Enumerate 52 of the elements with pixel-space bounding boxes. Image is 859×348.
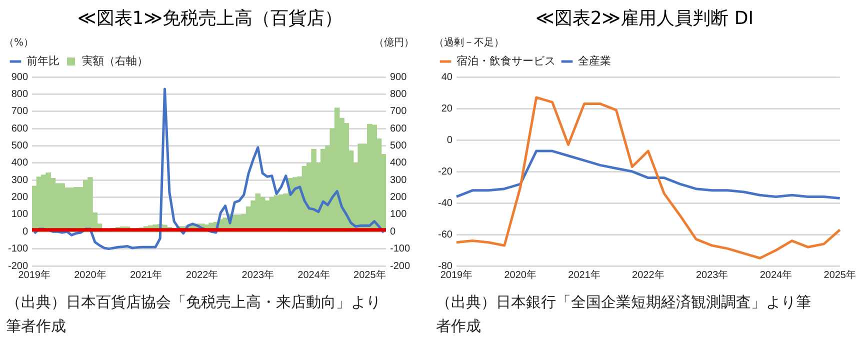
x-tick-label: 2024年 [760,268,792,281]
y-tick-label: 600 [11,123,28,134]
y2-tick-label: 900 [390,72,408,83]
y2-tick-label: 0 [390,226,396,238]
y2-tick-label: 300 [390,174,408,186]
legend-label: 全産業 [578,54,611,68]
y-axis-title: （%） [4,38,34,49]
y-tick-label: 500 [11,140,28,152]
y-tick-label: 200 [11,192,28,204]
x-tick-label: 2025年 [354,268,386,281]
chart-title: ≪図表2≫雇用人員判断 DI [534,7,755,30]
y2-tick-label: 600 [390,123,408,134]
y-tick-label: 900 [11,72,28,83]
legend-label: 実額（右軸） [82,54,148,68]
y2-tick-label: 500 [390,140,408,152]
y-tick-label: 0 [446,134,453,146]
x-tick-label: 2020年 [74,268,106,281]
legend-label: 宿泊・飲食サービス [456,54,556,68]
y2-tick-label: 400 [390,158,408,169]
y-tick-label: 0 [22,226,28,238]
x-tick-label: 2022年 [186,268,218,281]
y-tick-label: 20 [441,103,453,114]
y2-tick-label: 200 [390,192,408,204]
y-tick-label: -40 [438,198,453,209]
x-tick-label: 2021年 [130,268,162,281]
y-tick-label: 800 [11,88,28,100]
y-tick-label: -20 [438,166,453,178]
y2-axis-title: （億円） [374,36,414,49]
x-tick-label: 2024年 [298,268,330,281]
y2-tick-label: -200 [390,260,410,272]
x-tick-label: 2023年 [696,268,728,281]
y-tick-label: 700 [11,106,28,118]
x-tick-label: 2023年 [242,268,274,281]
legend-label: 前年比 [26,54,60,68]
y2-tick-label: -100 [390,244,410,255]
y-tick-label: 100 [11,209,28,220]
x-tick-label: 2020年 [504,268,536,281]
x-tick-label: 2021年 [568,268,600,281]
y2-tick-label: 700 [390,106,408,118]
y-tick-label: -60 [438,229,453,240]
x-tick-label: 2025年 [824,268,856,281]
y-tick-label: -100 [8,244,28,255]
x-tick-label: 2022年 [632,268,664,281]
y-axis-title: （過剰－不足） [434,36,504,49]
chart-title: ≪図表1≫免税売上高（百貨店） [76,7,344,30]
y-tick-label: 400 [11,158,28,169]
y-tick-label: 40 [441,72,453,83]
text: （出典）日本銀行「全国企業短期経済観測調査」より筆者作成 [436,292,812,337]
text: （出典）日本百貨店協会「免税売上高・来店動向」より筆者作成 [6,292,382,337]
y2-tick-label: 800 [390,88,408,100]
y-tick-label: 300 [11,174,28,186]
y2-tick-label: 100 [390,209,408,220]
